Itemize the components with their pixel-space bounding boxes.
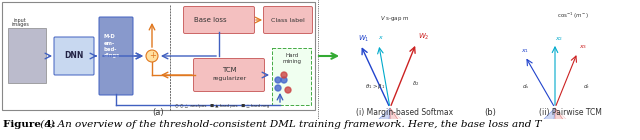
Circle shape: [285, 87, 291, 93]
Bar: [8, 28, 46, 83]
Wedge shape: [390, 108, 442, 140]
Wedge shape: [326, 108, 390, 140]
Text: $x_3$: $x_3$: [579, 44, 588, 51]
Wedge shape: [390, 108, 454, 140]
Bar: [272, 48, 311, 105]
Circle shape: [281, 72, 287, 78]
Wedge shape: [555, 108, 607, 140]
Text: TCM: TCM: [221, 67, 236, 73]
Text: ○ ○ △  anc/pos   ■ ▲ hard pos   ■ △ hard neg: ○ ○ △ anc/pos ■ ▲ hard pos ■ △ hard neg: [175, 104, 269, 108]
Circle shape: [146, 50, 158, 62]
Text: $\theta_1 > \beta_1$: $\theta_1 > \beta_1$: [365, 82, 385, 91]
Text: Base loss: Base loss: [194, 17, 227, 23]
Text: $d_s$: $d_s$: [522, 82, 529, 91]
FancyBboxPatch shape: [193, 59, 264, 92]
Wedge shape: [382, 108, 398, 140]
FancyBboxPatch shape: [99, 17, 133, 95]
Text: mining: mining: [282, 59, 301, 64]
Wedge shape: [492, 108, 555, 140]
Text: $W_1$: $W_1$: [358, 34, 369, 44]
FancyBboxPatch shape: [264, 6, 312, 33]
Text: DNN: DNN: [64, 51, 83, 60]
Text: Figure 4:: Figure 4:: [3, 120, 56, 129]
Text: (i) Margin-based Softmax: (i) Margin-based Softmax: [356, 108, 454, 117]
Text: (ii) Pairwise TCM: (ii) Pairwise TCM: [539, 108, 602, 117]
Text: (a) An overview of the threshold-consistent DML training framework. Here, the ba: (a) An overview of the threshold-consist…: [37, 120, 541, 129]
Text: $\cos^{-1}(m^-)$: $\cos^{-1}(m^-)$: [557, 11, 589, 21]
Circle shape: [275, 77, 281, 83]
Text: $\delta_2$: $\delta_2$: [412, 79, 419, 88]
Text: $x_2$: $x_2$: [555, 35, 563, 43]
Text: +: +: [149, 51, 156, 60]
FancyBboxPatch shape: [54, 37, 94, 75]
Bar: [2, 2, 315, 110]
Text: $x_1$: $x_1$: [521, 47, 529, 55]
Text: $d_t$: $d_t$: [583, 82, 590, 91]
FancyBboxPatch shape: [184, 6, 255, 33]
Text: $W_2$: $W_2$: [419, 31, 430, 42]
Text: $x$: $x$: [378, 34, 384, 41]
Text: images: images: [12, 22, 30, 27]
Wedge shape: [555, 108, 619, 140]
Text: Hard: Hard: [285, 53, 299, 58]
Circle shape: [275, 85, 281, 91]
Text: input: input: [14, 18, 27, 23]
Text: (b): (b): [484, 108, 496, 117]
Text: Class label: Class label: [271, 18, 305, 23]
Text: (a): (a): [152, 108, 164, 117]
Circle shape: [281, 77, 287, 83]
Text: $V$ s-gap m: $V$ s-gap m: [380, 14, 410, 23]
Text: M-D
em-
bed-
dings: M-D em- bed- dings: [104, 34, 120, 58]
Text: regularizer: regularizer: [212, 76, 246, 81]
